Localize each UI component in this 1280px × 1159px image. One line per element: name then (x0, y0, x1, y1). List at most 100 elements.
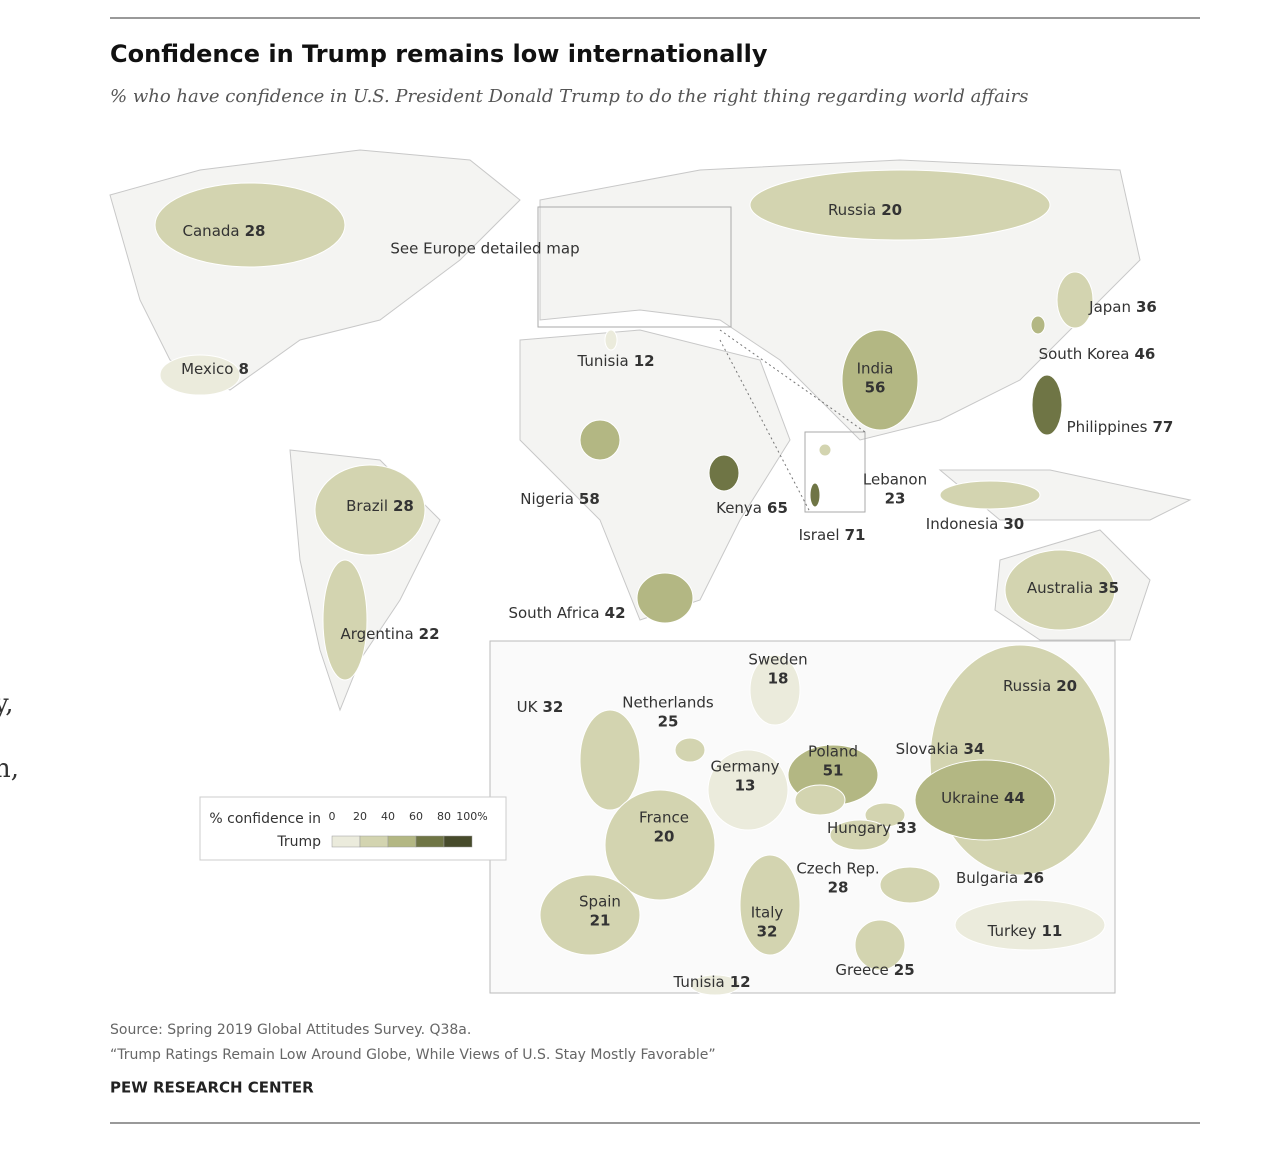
country-name: Ukraine (941, 789, 999, 807)
country-name: Sweden (748, 651, 807, 669)
country-name: Mexico (181, 360, 233, 378)
country-name: Tunisia (576, 352, 628, 370)
country-value: 20 (654, 828, 675, 846)
country-name: Japan (1088, 298, 1131, 316)
side-fragment: n, (0, 754, 19, 784)
country-value: 28 (393, 497, 414, 515)
country-value: 77 (1152, 418, 1173, 436)
country-name: South Korea (1039, 345, 1130, 363)
report-title: “Trump Ratings Remain Low Around Globe, … (110, 1047, 716, 1063)
country-value: 22 (419, 625, 440, 643)
country (708, 454, 740, 492)
country-value: 58 (579, 490, 600, 508)
country-name: Russia (828, 201, 876, 219)
country (159, 354, 241, 396)
legend-swatch (387, 835, 417, 848)
country (939, 480, 1041, 510)
country-label: Ukraine 44 (941, 789, 1025, 807)
country-value: 71 (845, 526, 866, 544)
country-label: Brazil 28 (346, 497, 414, 515)
country (154, 182, 346, 268)
country-label: Bulgaria 26 (956, 869, 1044, 887)
legend-tick: 80 (437, 810, 451, 823)
legend-tick: 20 (353, 810, 367, 823)
country-label: Argentina 22 (340, 625, 439, 643)
country (841, 329, 919, 431)
africa (519, 329, 791, 621)
country-label: Canada 28 (183, 222, 266, 240)
country-value: 65 (767, 499, 788, 517)
country-name: Tunisia (672, 973, 724, 991)
country (636, 572, 694, 624)
country-name: Poland (808, 743, 858, 761)
country-value: 34 (964, 740, 985, 758)
country-value: 11 (1041, 922, 1062, 940)
country-name: Netherlands (622, 694, 714, 712)
country (604, 789, 716, 901)
country-name: Philippines (1067, 418, 1148, 436)
country-name: Kenya (716, 499, 762, 517)
country-value: 18 (768, 670, 789, 688)
country-name: Nigeria (520, 490, 574, 508)
country-name: Canada (183, 222, 240, 240)
country-label: Slovakia 34 (896, 740, 985, 758)
country (1031, 374, 1063, 436)
country-name: Russia (1003, 677, 1051, 695)
country-name: Israel (799, 526, 840, 544)
country-value: 21 (590, 912, 611, 930)
country-value: 20 (881, 201, 902, 219)
country-value: 51 (823, 762, 844, 780)
country (674, 737, 706, 763)
country-value: 56 (865, 379, 886, 397)
country-value: 26 (1023, 869, 1044, 887)
country (1030, 315, 1046, 335)
source: Source: Spring 2019 Global Attitudes Sur… (110, 1022, 471, 1038)
country-value: 20 (1056, 677, 1077, 695)
country (707, 749, 789, 831)
legend-tick: 60 (409, 810, 423, 823)
country-label: Nigeria 58 (520, 490, 600, 508)
legend-tick: 0 (329, 810, 336, 823)
side-fragment: y, (0, 689, 14, 719)
country-value: 30 (1003, 515, 1024, 533)
country-label: Mexico 8 (181, 360, 249, 378)
country-label: Hungary 33 (827, 819, 917, 837)
levant-leader (719, 339, 811, 513)
country-value: 36 (1136, 298, 1157, 316)
country (809, 482, 821, 508)
country-label: Philippines 77 (1067, 418, 1174, 436)
country-name: Bulgaria (956, 869, 1018, 887)
country-label: Russia 20 (828, 201, 902, 219)
country (854, 919, 906, 971)
country-value: 46 (1135, 345, 1156, 363)
country-value: 32 (542, 698, 563, 716)
country (818, 443, 832, 457)
country (739, 854, 801, 956)
country (322, 559, 368, 681)
title: Confidence in Trump remains low internat… (110, 40, 768, 68)
country-name: UK (517, 698, 539, 716)
country (794, 784, 846, 816)
country-name: France (639, 809, 689, 827)
europe-box (537, 206, 732, 328)
country-name: Australia (1027, 579, 1093, 597)
country-value: 12 (730, 973, 751, 991)
country-name: India (857, 360, 894, 378)
country-label: Indonesia 30 (926, 515, 1024, 533)
country (749, 654, 801, 726)
country-label: Kenya 65 (716, 499, 788, 517)
country-value: 33 (896, 819, 917, 837)
country (1056, 271, 1094, 329)
country-name: Argentina (340, 625, 413, 643)
country-name: Italy (751, 904, 784, 922)
country-name: Slovakia (896, 740, 959, 758)
country-label: Israel 71 (799, 526, 866, 544)
country-name: Czech Rep. (796, 860, 879, 878)
legend-tick: 40 (381, 810, 395, 823)
country (579, 419, 621, 461)
country (879, 866, 941, 904)
legend-tick: 100% (456, 810, 487, 823)
country (829, 819, 891, 851)
